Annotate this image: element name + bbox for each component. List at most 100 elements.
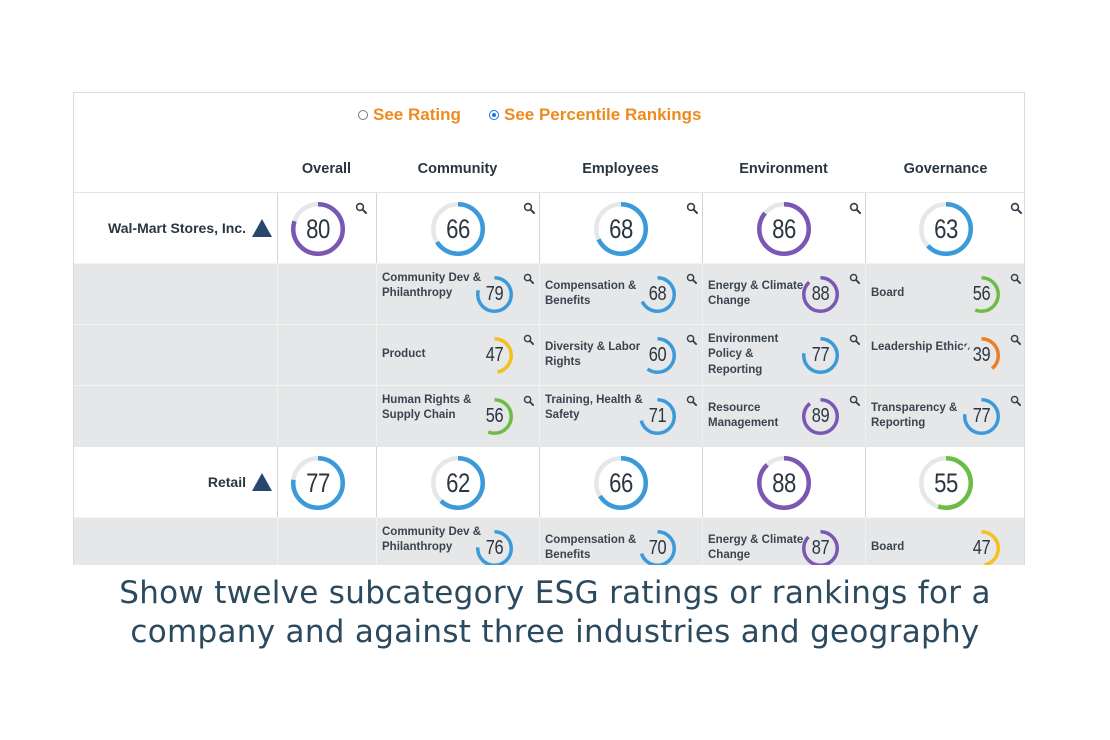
column-divider (277, 447, 278, 518)
subcategory-gauge-ring (638, 275, 676, 313)
subcategory-name: Community Dev & Philanthropy (382, 525, 482, 554)
score-gauge-0-0: 80 (291, 202, 345, 256)
entity-row-1: Retail 77 62 66 88 55 (74, 446, 1024, 518)
subcategory-gauge-value: 87 (811, 536, 829, 559)
magnifier-icon[interactable] (686, 271, 697, 289)
column-header-overall: Overall (301, 161, 352, 177)
subcategory-gauge-value: 76 (485, 536, 503, 559)
magnifier-icon[interactable] (523, 332, 534, 350)
magnifier-icon[interactable] (355, 201, 367, 219)
subcategory-row-0-2: Human Rights & Supply Chain 56 Training, H… (74, 385, 1024, 447)
magnifier-icon[interactable] (686, 201, 698, 219)
score-gauge-1-2-arc (593, 456, 648, 510)
column-divider (539, 447, 540, 518)
column-divider (277, 264, 278, 325)
column-divider (277, 325, 278, 386)
score-gauge-1-3-ring (756, 456, 811, 510)
subcategory-gauge: 47 (475, 336, 513, 374)
subcategory-gauge: 39 (962, 336, 1000, 374)
column-divider (376, 447, 377, 518)
magnifier-icon[interactable] (849, 332, 860, 350)
subcategory-gauge-arc (801, 275, 839, 313)
column-divider (702, 193, 703, 264)
magnifier-icon[interactable] (686, 332, 697, 350)
subcategory-gauge-ring (475, 336, 513, 374)
column-divider (865, 325, 866, 386)
entity-label-1: Retail (208, 473, 272, 491)
see-rating-toggle[interactable]: See Rating (358, 105, 461, 125)
subcategory-gauge-ring (475, 529, 513, 565)
expand-triangle-icon[interactable] (252, 219, 272, 237)
subcategory-gauge-arc (962, 275, 1000, 313)
subcategory-gauge: 89 (801, 397, 839, 435)
see-rating-radio[interactable] (358, 110, 368, 120)
score-gauge-0-3: 86 (756, 202, 811, 256)
subcategory-gauge-arc (638, 529, 676, 565)
score-gauge-1-2-value: 66 (608, 467, 633, 498)
score-gauge-0-2-ring (593, 202, 648, 256)
score-gauge-0-0-arc (291, 202, 345, 256)
esg-rankings-panel: See Rating See Percentile Rankings Overa… (73, 92, 1025, 565)
column-divider (277, 386, 278, 447)
subcategory-gauge: 79 (475, 275, 513, 313)
subcategory-gauge-arc (638, 397, 676, 435)
see-percentile-radio[interactable] (489, 110, 499, 120)
subcategory-gauge-ring (962, 397, 1000, 435)
magnifier-icon[interactable] (1010, 332, 1021, 350)
magnifier-icon[interactable] (523, 393, 534, 411)
column-header-environment: Environment (739, 161, 828, 177)
magnifier-icon[interactable] (1010, 393, 1021, 411)
subcategory-name: Product (382, 348, 426, 361)
score-gauge-1-2-ring (593, 456, 648, 510)
magnifier-icon[interactable] (849, 271, 860, 289)
column-divider (702, 386, 703, 447)
magnifier-icon[interactable] (523, 271, 534, 289)
subcategory-name: Training, Health & Safety (545, 393, 643, 422)
score-gauge-0-1: 66 (430, 202, 485, 256)
subcategory-gauge: 56 (475, 397, 513, 435)
score-gauge-1-4: 55 (918, 456, 973, 510)
score-gauge-1-3: 88 (756, 456, 811, 510)
column-divider (702, 264, 703, 325)
subcategory-name: Compensation & Benefits (545, 279, 637, 308)
subcategory-gauge: 88 (801, 275, 839, 313)
magnifier-icon[interactable] (686, 393, 697, 411)
subcategory-name: Leadership Ethics (871, 340, 971, 353)
subcategory-gauge-arc (962, 397, 1000, 435)
column-divider (865, 264, 866, 325)
magnifier-icon[interactable] (1010, 271, 1021, 289)
subcategory-name: Energy & Climate Change (708, 533, 804, 562)
subcategory-gauge-ring (638, 336, 676, 374)
score-gauge-1-1-value: 62 (445, 467, 470, 498)
column-divider (702, 325, 703, 386)
expand-triangle-icon[interactable] (252, 473, 272, 491)
subcategory-gauge-arc (475, 529, 513, 565)
column-divider (376, 325, 377, 386)
subcategory-name: Board (871, 287, 905, 300)
see-percentile-toggle[interactable]: See Percentile Rankings (489, 105, 701, 125)
magnifier-icon[interactable] (849, 393, 860, 411)
subcategory-gauge-value: 56 (485, 404, 503, 427)
magnifier-icon[interactable] (523, 201, 535, 219)
score-gauge-0-2: 68 (593, 202, 648, 256)
subcategory-gauge-value: 77 (972, 404, 990, 427)
subcategory-gauge-arc (962, 529, 1000, 565)
column-divider (277, 518, 278, 565)
subcategory-row-1-0: Community Dev & Philanthropy 76 Compensati… (74, 517, 1024, 565)
column-divider (376, 386, 377, 447)
subcategory-name: Environment Policy & Reporting (708, 332, 779, 376)
subcategory-gauge: 60 (638, 336, 676, 374)
score-gauge-1-1: 62 (430, 456, 485, 510)
magnifier-icon[interactable] (1010, 201, 1022, 219)
subcategory-gauge-ring (962, 529, 1000, 565)
subcategory-name: Board (871, 541, 905, 554)
subcategory-gauge-value: 71 (648, 404, 666, 427)
subcategory-name: Compensation & Benefits (545, 533, 637, 562)
score-gauge-0-4-ring (918, 202, 973, 256)
score-gauge-1-0-arc (291, 456, 345, 510)
score-gauge-1-0: 77 (291, 456, 345, 510)
score-gauge-0-2-value: 68 (608, 213, 633, 244)
subcategory-gauge-value: 77 (811, 343, 829, 366)
magnifier-icon[interactable] (849, 201, 861, 219)
column-divider (539, 325, 540, 386)
